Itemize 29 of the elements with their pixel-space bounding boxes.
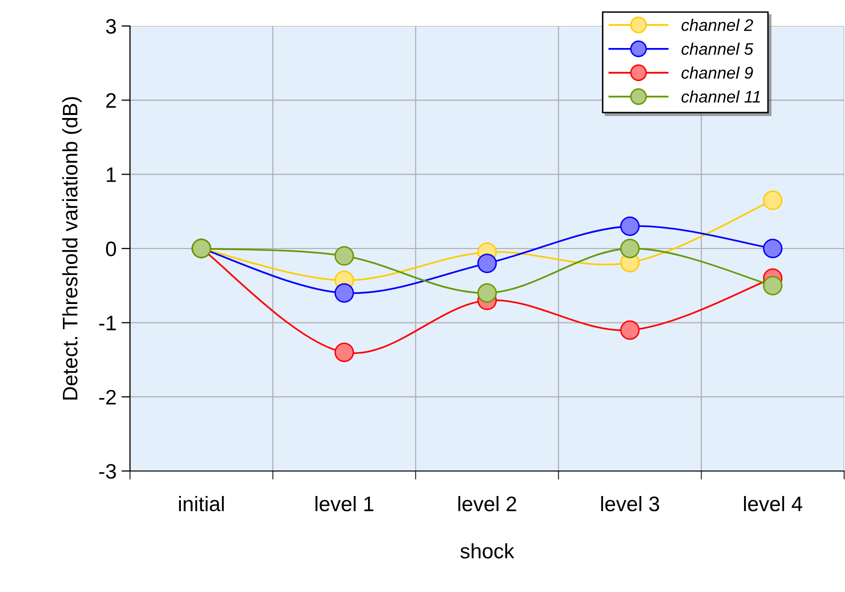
x-tick-label: level 4 bbox=[744, 496, 802, 512]
point bbox=[334, 342, 354, 362]
point bbox=[620, 238, 640, 258]
point bbox=[762, 190, 782, 210]
legend-label: channel 11 bbox=[682, 90, 760, 103]
point bbox=[477, 254, 497, 274]
x-tick-label: initial bbox=[179, 496, 224, 512]
y-tick-label: -2 bbox=[99, 390, 116, 404]
y-axis-title: Detect. Threshold variationb (dB) bbox=[62, 97, 82, 400]
point bbox=[620, 320, 640, 340]
x-axis-title: shock bbox=[460, 543, 514, 558]
legend-label: channel 9 bbox=[682, 66, 753, 79]
y-tick-label: 2 bbox=[106, 93, 116, 108]
y-tick-label: -1 bbox=[99, 316, 116, 330]
point bbox=[762, 238, 782, 258]
point bbox=[334, 283, 354, 303]
y-tick-label: 1 bbox=[106, 168, 116, 182]
y-tick-label: 3 bbox=[106, 19, 116, 34]
point bbox=[762, 276, 782, 296]
x-tick-label: level 3 bbox=[601, 496, 660, 512]
x-tick-label: level 1 bbox=[316, 496, 374, 512]
x-tick-label: level 2 bbox=[458, 496, 516, 512]
y-tick-label: -3 bbox=[99, 464, 116, 479]
legend-label: channel 5 bbox=[682, 42, 754, 55]
point bbox=[334, 246, 354, 266]
point bbox=[620, 216, 640, 236]
y-tick-label: 0 bbox=[106, 242, 116, 256]
legend-label: channel 2 bbox=[682, 18, 754, 31]
point bbox=[477, 283, 497, 303]
